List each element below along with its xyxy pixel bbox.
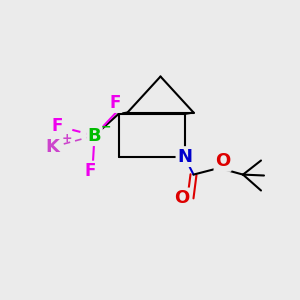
Text: B: B bbox=[88, 127, 101, 145]
Text: O: O bbox=[175, 189, 190, 207]
Text: N: N bbox=[177, 148, 192, 166]
Text: F: F bbox=[84, 162, 96, 180]
Text: +: + bbox=[61, 132, 72, 145]
Text: −: − bbox=[101, 121, 111, 134]
Text: O: O bbox=[215, 152, 230, 170]
Text: F: F bbox=[110, 94, 121, 112]
Text: K: K bbox=[46, 138, 59, 156]
Text: F: F bbox=[52, 117, 63, 135]
